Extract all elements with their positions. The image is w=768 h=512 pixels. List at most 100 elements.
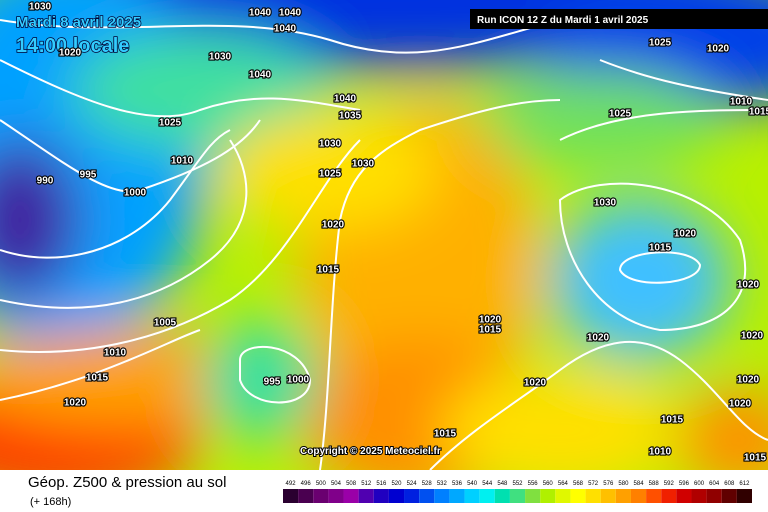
scale-label: 568 — [573, 481, 584, 487]
valid-time: 14:00 locale — [16, 35, 129, 57]
scale-cell — [509, 489, 526, 503]
scale-label: 612 — [739, 481, 750, 487]
scale-cell — [630, 489, 647, 503]
isobar-label: 1035 — [339, 111, 362, 122]
isobar-label: 1020 — [64, 398, 87, 409]
scale-cell — [419, 489, 435, 503]
scale-cell — [600, 489, 616, 503]
scale-cell — [449, 489, 465, 503]
isobar-label: 1005 — [154, 318, 177, 329]
isobar-label: 1020 — [737, 280, 760, 291]
isobar-label: 1015 — [744, 453, 767, 464]
scale-label: 492 — [286, 481, 297, 487]
isobar-label: 1025 — [649, 38, 672, 49]
isobar-label: 1020 — [674, 229, 697, 240]
scale-cell — [646, 489, 662, 503]
isobar-label: 1010 — [171, 156, 194, 167]
isobar-label: 1020 — [587, 333, 610, 344]
isobar-label: 995 — [80, 170, 97, 181]
valid-date: Mardi 8 avril 2025 — [16, 14, 141, 31]
scale-label: 556 — [528, 481, 539, 487]
isobar-label: 1015 — [749, 107, 768, 118]
isobars — [0, 19, 768, 470]
scale-label: 600 — [694, 481, 705, 487]
scale-label: 604 — [709, 481, 720, 487]
scale-label: 544 — [482, 481, 493, 487]
scale-cell — [676, 489, 692, 503]
scale-cell — [540, 489, 556, 503]
scale-cell — [388, 489, 405, 503]
scale-label: 500 — [316, 481, 327, 487]
scale-label: 516 — [376, 481, 387, 487]
isobar-label: 1020 — [479, 315, 502, 326]
isobar-label: 1020 — [737, 375, 760, 386]
scale-cell — [494, 489, 510, 503]
isobar-label: 1040 — [279, 8, 302, 19]
scale-label: 532 — [437, 481, 448, 487]
run-info: Run ICON 12 Z du Mardi 1 avril 2025 — [477, 15, 649, 26]
scale-cell — [434, 489, 450, 503]
scale-label: 584 — [634, 481, 645, 487]
scale-label: 552 — [512, 481, 523, 487]
isobar-label: 1030 — [319, 139, 342, 150]
isobar-label: 995 — [264, 377, 281, 388]
scale-cell — [313, 489, 329, 503]
scale-label: 572 — [588, 481, 599, 487]
scale-label: 560 — [543, 481, 554, 487]
scale-cell — [585, 489, 601, 503]
isobar-label: 1040 — [274, 24, 297, 35]
isobar-label: 1020 — [322, 220, 345, 231]
isobar-label: 1030 — [594, 198, 617, 209]
scale-cell — [555, 489, 571, 503]
scale-cell — [328, 489, 344, 503]
isobar-label: 1015 — [86, 373, 109, 384]
isobar-label: 1040 — [249, 70, 272, 81]
isobar-label: 1010 — [730, 97, 753, 108]
isobar-label: 1030 — [29, 2, 52, 13]
scale-label: 508 — [346, 481, 357, 487]
product-title: Géop. Z500 & pression au sol — [28, 474, 226, 491]
isobar-label: 1020 — [524, 378, 547, 389]
scale-cell — [298, 489, 314, 503]
scale-label: 496 — [301, 481, 312, 487]
scale-label: 528 — [422, 481, 433, 487]
isobar-label: 1020 — [729, 399, 752, 410]
lead-time: (+ 168h) — [30, 496, 71, 508]
isobar-label: 1015 — [649, 243, 672, 254]
isobar-label: 1025 — [159, 118, 182, 129]
scale-label: 608 — [724, 481, 735, 487]
scale-cell — [570, 489, 586, 503]
scale-cell — [464, 489, 480, 503]
scale-cell — [691, 489, 707, 503]
scale-cell — [404, 489, 420, 503]
isobar-label: 1020 — [741, 331, 764, 342]
scale-label: 576 — [603, 481, 614, 487]
scale-label: 520 — [391, 481, 402, 487]
scale-cell — [721, 489, 737, 503]
scale-cell — [343, 489, 359, 503]
isobar-label: 1000 — [287, 375, 310, 386]
isobar-label: 1030 — [209, 52, 232, 63]
scale-cell — [661, 489, 677, 503]
scale-label: 592 — [664, 481, 675, 487]
run-box — [470, 9, 768, 29]
scale-label: 524 — [407, 481, 418, 487]
scale-label: 580 — [618, 481, 629, 487]
scale-cell — [615, 489, 631, 503]
isobar-label: 990 — [37, 176, 54, 187]
scale-cell — [373, 489, 389, 503]
scale-label: 504 — [331, 481, 342, 487]
scale-label: 512 — [361, 481, 372, 487]
color-scale: 492 496 500 504 508 512 516 520 524 528 532 536 540 5… — [283, 481, 752, 503]
isobar-label: 1025 — [609, 109, 632, 120]
isobar-label: 1040 — [334, 94, 357, 105]
scale-label: 564 — [558, 481, 569, 487]
scale-label: 596 — [679, 481, 690, 487]
isobar-label: 1025 — [319, 169, 342, 180]
scale-cell — [479, 489, 495, 503]
scale-cell — [736, 489, 752, 503]
isobar-labels: 1030 1040 1040 1040 1020 1030 1040 1025 1010 990 9… — [28, 1, 768, 465]
scale-cell — [706, 489, 722, 503]
